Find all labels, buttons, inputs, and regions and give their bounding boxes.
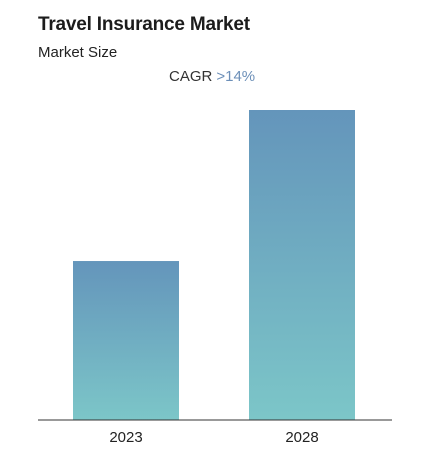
x-tick-label-2023: 2023: [109, 429, 142, 446]
bars-layer: [73, 110, 355, 420]
cagr-value: >14%: [216, 68, 256, 85]
bar-2028: [249, 110, 355, 420]
cagr-annotation: CAGR >14%: [169, 68, 255, 85]
x-tick-label-2028: 2028: [285, 429, 318, 446]
x-tick-labels: 2023 2028: [109, 429, 318, 446]
cagr-label: CAGR: [169, 68, 213, 85]
chart-title: Travel Insurance Market: [38, 14, 250, 35]
chart-subtitle: Market Size: [38, 44, 118, 61]
bar-2023: [73, 261, 179, 420]
